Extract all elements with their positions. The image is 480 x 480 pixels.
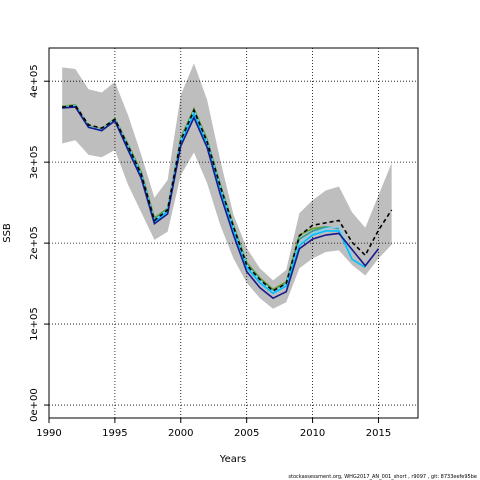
y-tick-label: 4e+05 (29, 64, 40, 98)
y-axis-label: SSB (2, 223, 13, 243)
x-tick-label: 2000 (168, 428, 193, 439)
x-tick-label: 2010 (300, 428, 325, 439)
x-tick-label: 2005 (234, 428, 259, 439)
footnote: stockassessment.org, WHG2017_AN_001_shor… (288, 474, 477, 480)
x-tick-label: 1990 (36, 428, 61, 439)
x-tick-label: 2015 (366, 428, 391, 439)
y-tick-label: 2e+05 (29, 226, 40, 260)
y-tick-label: 3e+05 (29, 145, 40, 179)
series-line (62, 104, 393, 292)
x-axis-label: Years (219, 454, 246, 465)
series-line (62, 106, 380, 300)
y-tick-label: 1e+05 (29, 307, 40, 341)
plot-frame (48, 47, 419, 419)
y-tick-label: 0e+00 (29, 388, 40, 422)
x-tick-label: 1995 (102, 428, 127, 439)
confidence-band (62, 63, 392, 309)
